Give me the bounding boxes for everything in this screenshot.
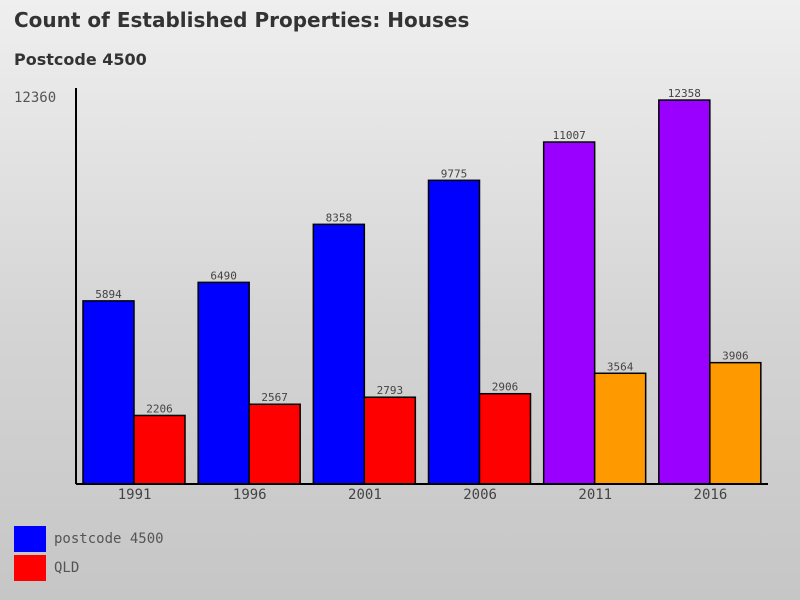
data-label-postcode-4500-1991: 5894 [95,288,122,301]
bar-postcode-4500-2006 [427,179,481,485]
data-label-qld-2016: 3906 [722,350,749,363]
bar-qld-1996 [248,403,301,485]
chart-title: Count of Established Properties: Houses [14,8,470,32]
data-label-postcode-4500-2006: 9775 [441,167,468,180]
data-label-postcode-4500-2001: 8358 [326,211,353,224]
bar-qld-2006 [478,392,532,485]
data-label-postcode-4500-1996: 6490 [210,269,237,282]
data-label-qld-1991: 2206 [146,402,173,415]
x-tick-label-2006: 2006 [463,487,497,503]
legend-swatch-qld [14,555,46,581]
bar-postcode-4500-2011 [542,141,596,485]
bar-qld-2011 [593,372,647,485]
data-label-qld-2001: 2793 [377,384,404,397]
y-axis-max-label: 12360 [14,90,56,106]
legend-swatch-postcode [14,526,46,552]
bar-postcode-4500-2001 [312,223,366,485]
chart-subtitle: Postcode 4500 [14,50,147,69]
data-label-postcode-4500-2016: 12358 [668,87,701,100]
data-label-qld-2006: 2906 [492,381,519,394]
x-tick-label-2011: 2011 [578,487,612,503]
legend-label-qld: QLD [54,560,80,576]
bar-qld-1991 [133,414,186,485]
x-tick-label-2016: 2016 [694,487,728,503]
legend-label-postcode: postcode 4500 [54,531,164,547]
bar-postcode-4500-1991 [82,300,135,485]
x-tick-label-1996: 1996 [233,487,267,503]
x-tick-label-1991: 1991 [118,487,152,503]
bar-postcode-4500-2016 [658,99,711,485]
data-label-qld-1996: 2567 [261,391,288,404]
data-label-postcode-4500-2011: 11007 [553,129,586,142]
data-label-qld-2011: 3564 [607,360,634,373]
x-tick-label-2001: 2001 [348,487,382,503]
bar-postcode-4500-1996 [197,281,250,485]
bar-qld-2016 [709,361,762,485]
bar-qld-2001 [363,396,417,485]
